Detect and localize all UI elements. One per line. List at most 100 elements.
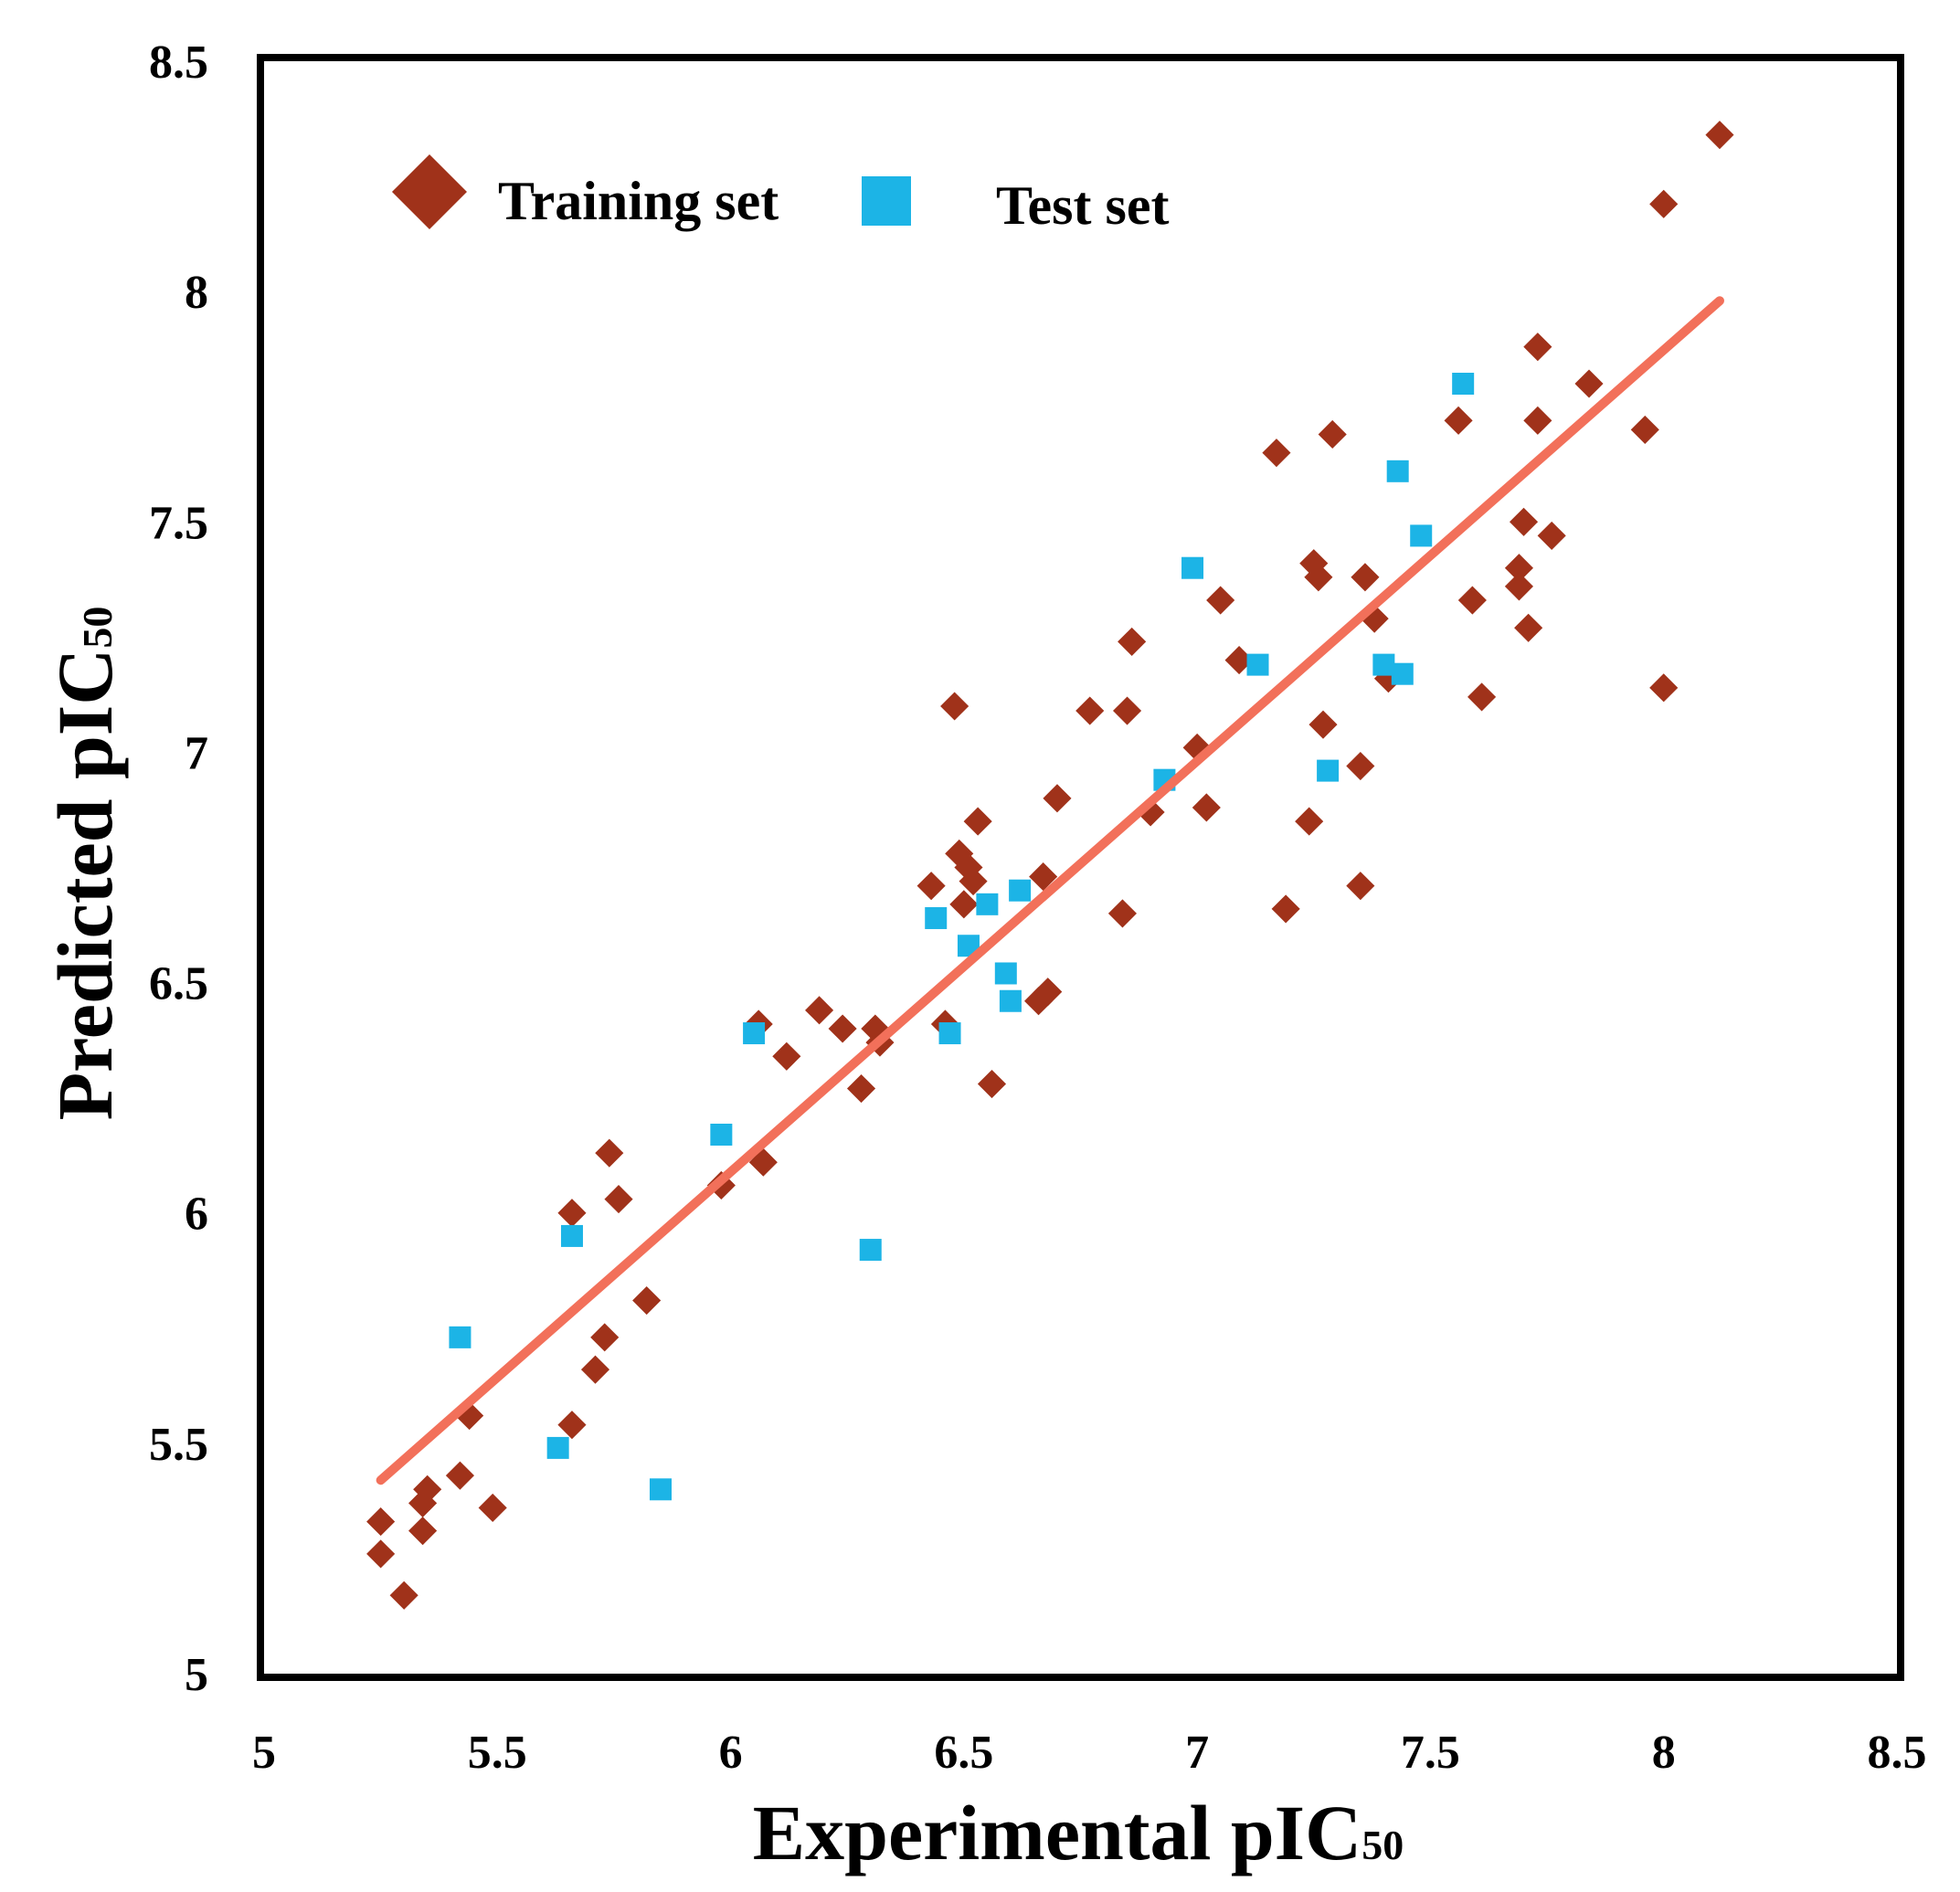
- training-point-52: [1308, 710, 1338, 739]
- training-point-21: [828, 1014, 857, 1043]
- training-point-22: [846, 1074, 876, 1104]
- training-point-10: [557, 1199, 587, 1228]
- y-tick-label: 7.5: [149, 497, 208, 549]
- training-point-59: [1444, 406, 1473, 435]
- x-axis-title: Experimental pIC50: [753, 1789, 1404, 1876]
- training-point-56: [1351, 563, 1380, 592]
- training-point-65: [1514, 613, 1543, 642]
- x-tick-label: 5: [252, 1727, 276, 1779]
- y-tick-label: 6: [185, 1189, 208, 1241]
- y-axis-title-group: Predicted pIC50: [41, 607, 129, 1121]
- regression-line: [376, 296, 1724, 1485]
- training-point-68: [1537, 521, 1566, 550]
- training-point-5: [413, 1474, 442, 1504]
- test-point-11: [994, 962, 1017, 985]
- test-point-10: [976, 893, 999, 915]
- training-point-48: [1271, 894, 1300, 924]
- training-point-20: [805, 996, 834, 1025]
- legend: Training set Test set: [391, 153, 1169, 236]
- training-point-63: [1504, 572, 1533, 601]
- y-tick-label: 6.5: [149, 958, 208, 1010]
- test-point-6: [859, 1239, 882, 1262]
- legend-training-marker: [391, 153, 468, 230]
- test-point-18: [1372, 653, 1395, 676]
- legend-training-label: Training set: [498, 171, 779, 231]
- x-tick-label: 6: [719, 1727, 743, 1779]
- training-point-55: [1346, 872, 1375, 901]
- test-point-12: [999, 989, 1022, 1012]
- y-axis-title-main: Predicted pIC: [41, 649, 129, 1121]
- test-point-19: [1386, 460, 1409, 482]
- training-point-45: [1206, 586, 1235, 615]
- y-tick-label: 5.5: [149, 1419, 208, 1471]
- fit-layer: [376, 296, 1724, 1485]
- training-point-32: [963, 807, 992, 836]
- x-axis-title-subscript: 50: [1361, 1822, 1404, 1868]
- training-point-70: [1630, 415, 1659, 444]
- training-point-0: [366, 1507, 396, 1537]
- training-point-73: [1705, 121, 1734, 150]
- y-tick-label: 5: [185, 1649, 208, 1701]
- training-point-6: [445, 1461, 474, 1490]
- training-point-67: [1523, 406, 1552, 435]
- y-tick-label: 8.5: [149, 37, 208, 89]
- training-point-64: [1509, 507, 1539, 536]
- training-point-72: [1649, 189, 1679, 218]
- test-point-5: [743, 1022, 766, 1045]
- test-point-1: [546, 1436, 569, 1459]
- training-point-15: [632, 1285, 662, 1316]
- y-tick-label: 7: [185, 727, 208, 779]
- training-point-37: [1043, 784, 1072, 813]
- training-point-54: [1346, 752, 1375, 781]
- training-point-13: [595, 1138, 624, 1168]
- training-point-9: [557, 1411, 587, 1440]
- training-point-25: [916, 872, 946, 901]
- x-tick-label: 7.5: [1401, 1727, 1460, 1779]
- training-point-8: [478, 1493, 507, 1523]
- training-point-33: [977, 1069, 1007, 1099]
- training-point-66: [1523, 333, 1552, 362]
- test-point-0: [449, 1326, 471, 1348]
- training-point-19: [772, 1041, 801, 1071]
- legend-test-marker: [862, 176, 911, 226]
- legend-test-label: Test set: [996, 175, 1169, 236]
- test-point-2: [560, 1224, 583, 1247]
- test-point-16: [1246, 653, 1269, 676]
- plot-frame: [257, 54, 1904, 1681]
- training-point-39: [1107, 899, 1138, 928]
- x-tick-label: 5.5: [468, 1727, 527, 1779]
- y-tick-labels: 5 5.5 6 6.5 7 7.5 8 8.5: [149, 37, 208, 1701]
- test-point-8: [938, 1022, 961, 1045]
- training-point-60: [1457, 586, 1487, 615]
- test-point-17: [1317, 759, 1340, 782]
- training-point-12: [590, 1323, 620, 1352]
- test-point-22: [1452, 373, 1475, 395]
- training-point-38: [1075, 696, 1105, 725]
- training-point-2: [389, 1580, 418, 1610]
- training-point-47: [1262, 439, 1291, 468]
- training-point-71: [1649, 673, 1679, 703]
- x-tick-label: 8: [1652, 1727, 1676, 1779]
- test-point-7: [925, 906, 948, 929]
- test-point-15: [1181, 556, 1204, 579]
- y-axis-title-subscript: 50: [74, 607, 121, 649]
- x-tick-label: 7: [1185, 1727, 1209, 1779]
- training-point-44: [1192, 793, 1221, 822]
- training-point-41: [1118, 627, 1147, 656]
- training-point-14: [604, 1185, 633, 1214]
- x-tick-label: 6.5: [934, 1727, 993, 1779]
- training-point-49: [1295, 807, 1324, 836]
- training-point-3: [408, 1517, 438, 1546]
- test-point-3: [649, 1478, 672, 1501]
- x-axis-title-main: Experimental pIC: [753, 1789, 1362, 1876]
- training-point-53: [1318, 419, 1347, 449]
- test-point-4: [710, 1123, 733, 1146]
- training-point-61: [1467, 682, 1497, 712]
- training-point-36: [1033, 978, 1063, 1007]
- x-tick-labels: 5 5.5 6 6.5 7 7.5 8 8.5: [252, 1727, 1927, 1779]
- test-point-13: [1009, 879, 1032, 902]
- test-point-21: [1410, 524, 1433, 547]
- markers-layer: [366, 121, 1734, 1610]
